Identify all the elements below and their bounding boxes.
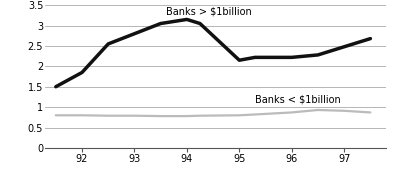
Text: Banks > $1billion: Banks > $1billion <box>166 7 252 17</box>
Text: Banks < $1billion: Banks < $1billion <box>255 95 341 105</box>
